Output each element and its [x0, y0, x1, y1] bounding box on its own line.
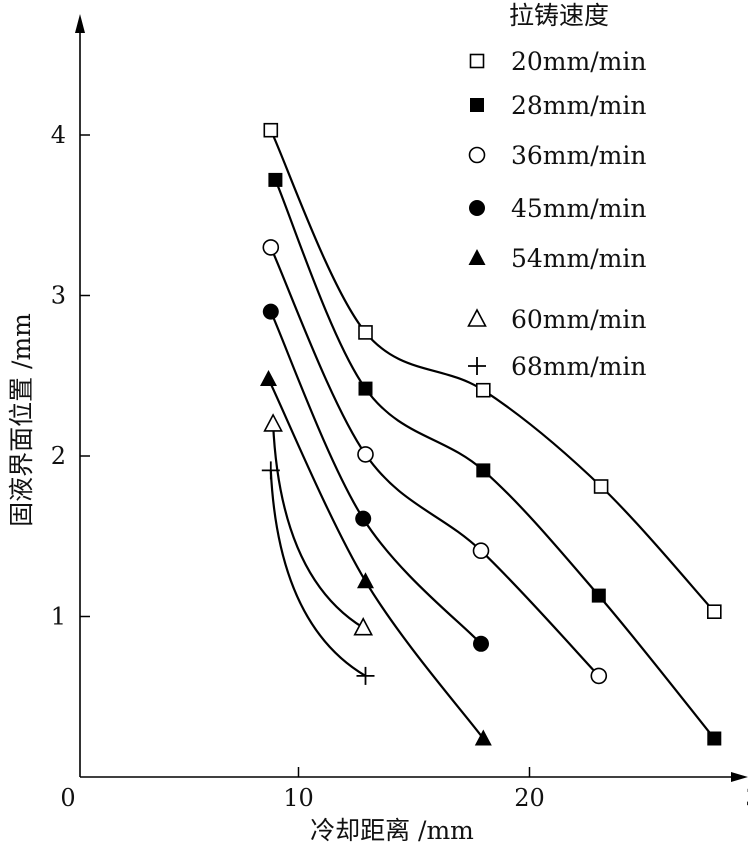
data-point-28mm/min — [476, 463, 491, 478]
series-line-60mm/min — [272, 423, 364, 629]
data-point-45mm/min — [355, 510, 372, 527]
data-point-68mm/min — [261, 461, 280, 480]
legend-marker — [468, 357, 486, 375]
data-point-28mm/min — [591, 588, 606, 603]
series-line-54mm/min — [267, 378, 485, 740]
series-line-68mm/min — [269, 470, 367, 677]
legend-marker — [468, 249, 486, 265]
legend-marker — [468, 146, 486, 164]
series-line-36mm/min — [269, 246, 600, 677]
legend: 拉铸速度 20mm/min 28mm/min 36mm/min 45mm/min 54mm… — [467, 1, 646, 381]
series-markers — [260, 122, 722, 746]
legend-item: 54mm/min — [468, 244, 646, 273]
data-point-54mm/min — [357, 572, 374, 589]
data-point-28mm/min — [268, 172, 283, 187]
series-line-28mm/min — [274, 179, 716, 740]
legend-title: 拉铸速度 — [509, 1, 609, 30]
x-axis-title: 冷却距离 /mm — [310, 816, 474, 845]
data-point-20mm/min — [475, 382, 491, 398]
legend-marker — [467, 308, 487, 327]
legend-item: 68mm/min — [468, 352, 646, 381]
x-tick-label: 0 — [60, 784, 75, 812]
data-point-54mm/min — [474, 729, 492, 746]
y-tick-label: 1 — [51, 603, 66, 631]
x-tick-label: 30 — [745, 784, 748, 812]
legend-label: 28mm/min — [511, 91, 646, 120]
series-line-20mm/min — [269, 129, 716, 613]
data-point-20mm/min — [358, 325, 373, 340]
y-axis-title: 固液界面位置 /mm — [7, 313, 36, 527]
data-point-68mm/min — [356, 666, 375, 685]
data-point-36mm/min — [357, 446, 374, 463]
legend-label: 20mm/min — [511, 47, 646, 76]
data-point-45mm/min — [262, 303, 279, 320]
legend-marker — [469, 200, 485, 216]
data-point-54mm/min — [260, 370, 277, 386]
x-tick-label: 10 — [283, 784, 314, 812]
y-axis-arrow — [75, 14, 85, 33]
data-point-28mm/min — [358, 381, 373, 396]
legend-marker — [470, 98, 484, 112]
y-tick-label: 4 — [51, 121, 66, 149]
series-lines — [267, 129, 716, 740]
legend-item: 20mm/min — [469, 47, 646, 76]
data-point-20mm/min — [263, 122, 279, 138]
data-point-45mm/min — [473, 635, 489, 652]
legend-item: 60mm/min — [467, 305, 646, 334]
legend-label: 36mm/min — [511, 141, 646, 170]
y-tick-label: 2 — [51, 442, 66, 470]
legend-item: 28mm/min — [470, 91, 646, 120]
axes — [75, 14, 748, 782]
x-axis-arrow — [731, 772, 748, 782]
series-line-45mm/min — [269, 311, 482, 645]
legend-marker — [469, 53, 485, 69]
data-point-60mm/min — [263, 413, 283, 432]
data-point-28mm/min — [707, 731, 722, 746]
legend-item: 36mm/min — [468, 141, 646, 170]
data-point-60mm/min — [353, 616, 374, 636]
legend-label: 60mm/min — [511, 305, 646, 334]
data-point-20mm/min — [593, 479, 609, 494]
data-point-36mm/min — [590, 667, 608, 685]
y-tick-label: 3 — [51, 282, 66, 310]
data-point-36mm/min — [472, 542, 490, 560]
ticks: 0 10 20 30 1 2 3 4 — [51, 121, 748, 812]
legend-label: 68mm/min — [511, 352, 646, 381]
legend-item: 45mm/min — [469, 194, 646, 223]
data-point-20mm/min — [706, 604, 722, 620]
x-tick-label: 20 — [514, 784, 545, 812]
data-point-36mm/min — [262, 239, 280, 256]
legend-label: 45mm/min — [511, 194, 646, 223]
legend-label: 54mm/min — [511, 244, 646, 273]
